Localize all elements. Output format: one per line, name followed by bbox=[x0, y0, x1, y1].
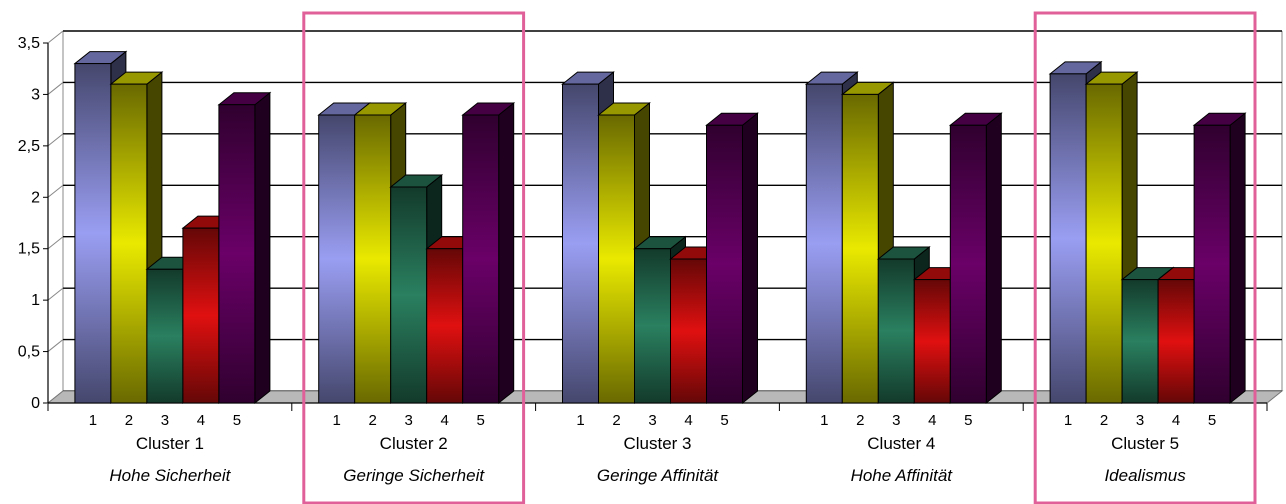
bar-label: 5 bbox=[720, 412, 728, 429]
bar-label: 1 bbox=[820, 412, 828, 429]
gridline-depth bbox=[47, 236, 64, 250]
bar-label: 4 bbox=[1172, 412, 1180, 429]
bar-front bbox=[1193, 124, 1231, 404]
gridline-depth bbox=[47, 287, 64, 301]
bar-side bbox=[1229, 112, 1246, 405]
bar-front bbox=[426, 248, 464, 404]
bar-front bbox=[182, 227, 220, 404]
gridline-depth bbox=[47, 30, 64, 44]
bar-label: 5 bbox=[964, 412, 972, 429]
bar-front bbox=[841, 93, 879, 404]
y-tick-label: 0,5 bbox=[18, 344, 40, 361]
cluster-5 bbox=[1048, 60, 1247, 405]
bar-front bbox=[390, 186, 428, 404]
labels-layer: 0 0,5 1 1,5 2 2,5 3 3,5 1 2 3 4 5 Cluster 1 Hohe Siche… bbox=[18, 35, 1217, 485]
bar bbox=[217, 91, 272, 405]
gridline-depth bbox=[47, 82, 64, 95]
bar-front bbox=[634, 248, 671, 404]
cluster-3 bbox=[561, 71, 759, 405]
bar-front bbox=[354, 114, 392, 404]
bar-label: 1 bbox=[576, 412, 584, 429]
y-tick-label: 2 bbox=[31, 189, 40, 206]
bar-label: 5 bbox=[477, 412, 485, 429]
bar-label: 3 bbox=[1136, 412, 1144, 429]
bar-front bbox=[1121, 279, 1159, 404]
bar-label: 4 bbox=[928, 412, 936, 429]
bar-label: 4 bbox=[197, 412, 205, 429]
gridline-depth bbox=[47, 184, 64, 198]
bar-label: 1 bbox=[89, 412, 97, 429]
bar-front bbox=[562, 83, 599, 404]
y-tick-label: 1,5 bbox=[18, 241, 40, 258]
bar-label: 1 bbox=[1064, 412, 1072, 429]
cluster-label: Cluster 1 bbox=[136, 434, 204, 453]
cluster-label: Cluster 5 bbox=[1111, 434, 1179, 453]
gridline-depth bbox=[47, 339, 64, 352]
cluster-subtitle: Idealismus bbox=[1104, 466, 1186, 485]
bar-front bbox=[670, 258, 707, 404]
bars-layer bbox=[73, 50, 1247, 405]
y-tick-label: 0 bbox=[31, 395, 40, 412]
bar-front bbox=[913, 279, 951, 404]
cluster-2 bbox=[317, 101, 516, 405]
bar-side bbox=[498, 101, 515, 405]
cluster-subtitle: Geringe Affinität bbox=[597, 466, 720, 485]
bar-front bbox=[706, 124, 743, 404]
bar-front bbox=[949, 124, 987, 404]
bar-label: 3 bbox=[892, 412, 900, 429]
bar-label: 5 bbox=[233, 412, 241, 429]
bar bbox=[840, 81, 895, 405]
bar-label: 2 bbox=[125, 412, 133, 429]
bar bbox=[948, 112, 1003, 405]
bar-side bbox=[254, 91, 271, 405]
cluster-subtitle: Hohe Affinität bbox=[851, 466, 954, 485]
bar-label: 2 bbox=[369, 412, 377, 429]
y-tick-label: 3 bbox=[31, 86, 40, 103]
bar-front bbox=[462, 114, 500, 404]
cluster-label: Cluster 2 bbox=[380, 434, 448, 453]
bar-front bbox=[598, 114, 635, 404]
bar-label: 5 bbox=[1208, 412, 1216, 429]
cluster-4 bbox=[804, 71, 1003, 405]
bar-front bbox=[805, 83, 843, 404]
bar-side bbox=[742, 112, 758, 405]
highlight-frame bbox=[1033, 11, 1257, 504]
bar-front bbox=[110, 83, 148, 404]
bar-front bbox=[1085, 83, 1123, 404]
cluster-label: Cluster 3 bbox=[623, 434, 691, 453]
cluster-label: Cluster 4 bbox=[867, 434, 935, 453]
highlight-frames bbox=[302, 11, 1257, 504]
bar-label: 2 bbox=[856, 412, 864, 429]
bar-front bbox=[146, 268, 184, 404]
bar bbox=[1192, 112, 1247, 405]
bar-label: 3 bbox=[161, 412, 169, 429]
cluster-1 bbox=[73, 50, 272, 405]
bar-label: 3 bbox=[405, 412, 413, 429]
bar-front bbox=[1049, 73, 1087, 404]
bar-label: 1 bbox=[333, 412, 341, 429]
cluster-subtitle: Hohe Sicherheit bbox=[109, 466, 231, 485]
bar-front bbox=[74, 63, 112, 404]
bar-front bbox=[1157, 279, 1195, 404]
y-tick-label: 2,5 bbox=[18, 138, 40, 155]
highlight-frame bbox=[302, 11, 526, 504]
bar bbox=[461, 101, 516, 405]
bar-label: 4 bbox=[684, 412, 692, 429]
bar-front bbox=[218, 104, 256, 404]
bar-label: 2 bbox=[612, 412, 620, 429]
bar-front bbox=[877, 258, 915, 404]
y-tick-label: 1 bbox=[31, 292, 40, 309]
bar-label: 3 bbox=[648, 412, 656, 429]
bar bbox=[705, 112, 759, 405]
cluster-subtitle: Geringe Sicherheit bbox=[343, 466, 485, 485]
y-tick-label: 3,5 bbox=[18, 35, 40, 52]
bar-front bbox=[318, 114, 356, 404]
bar-side bbox=[985, 112, 1002, 405]
gridline-depth bbox=[47, 133, 64, 147]
bar-label: 2 bbox=[1100, 412, 1108, 429]
bar-label: 4 bbox=[441, 412, 449, 429]
